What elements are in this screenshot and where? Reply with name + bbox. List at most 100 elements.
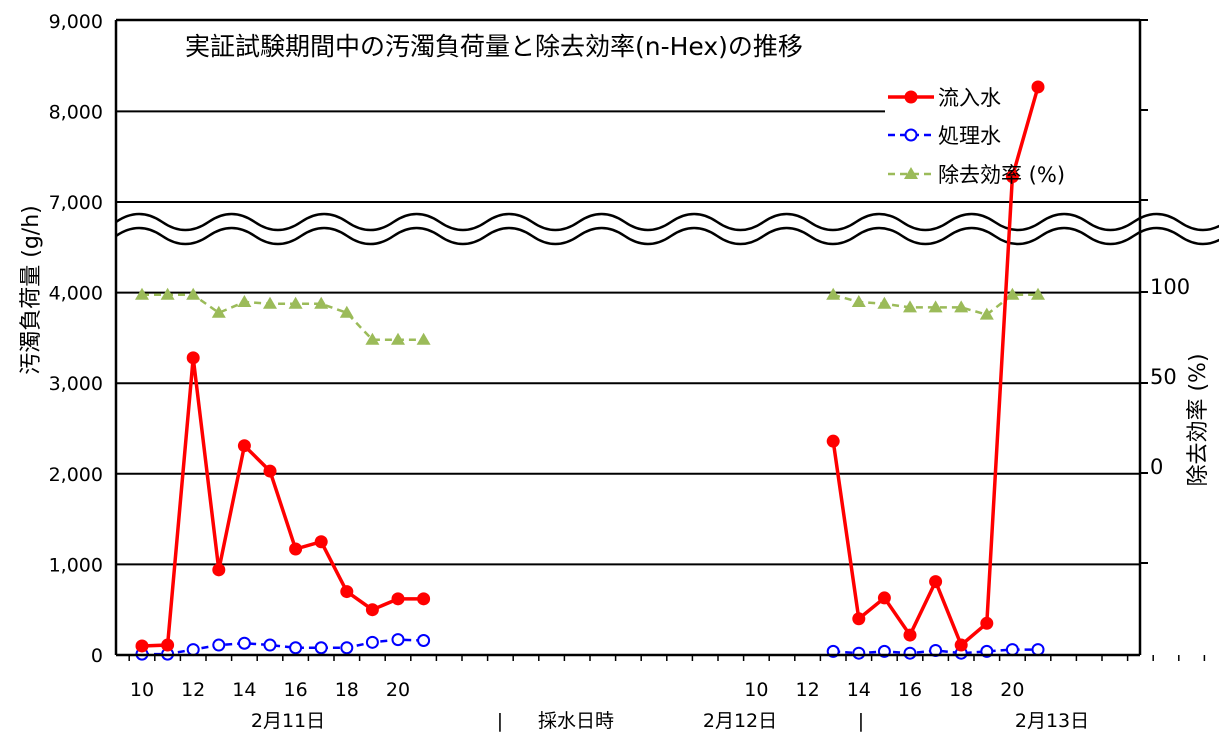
chart-title: 実証試験期間中の汚濁負荷量と除去効率(n-Hex)の推移 xyxy=(185,32,803,61)
data-point xyxy=(877,591,891,605)
series-line xyxy=(141,357,424,648)
data-point xyxy=(186,287,201,300)
data-point xyxy=(391,592,405,606)
data-point xyxy=(929,575,943,589)
axes xyxy=(114,18,1206,661)
data-point xyxy=(365,603,379,617)
gridlines xyxy=(116,110,1140,566)
data-point xyxy=(852,612,866,626)
y2-axis-title: 除去効率 (%) xyxy=(1186,353,1211,486)
data-point xyxy=(263,464,277,478)
x-tick-label: 14 xyxy=(847,679,871,701)
y-tick-label: 7,000 xyxy=(49,192,103,214)
data-point xyxy=(161,638,175,652)
data-point xyxy=(1031,287,1045,300)
data-point xyxy=(314,535,328,549)
x-tick-label: 14 xyxy=(232,679,256,701)
data-point xyxy=(186,643,200,657)
day-separator: | xyxy=(858,710,864,732)
data-point xyxy=(288,296,303,309)
data-point xyxy=(186,351,200,365)
data-point xyxy=(1005,287,1020,300)
data-point xyxy=(1031,643,1045,657)
data-point xyxy=(314,641,328,655)
series-layer xyxy=(135,80,1045,661)
y-tick-label: 3,000 xyxy=(49,373,103,395)
data-point xyxy=(1031,80,1045,94)
y-tick-label: 8,000 xyxy=(49,101,103,123)
axis-break-wave-lower xyxy=(115,226,1219,246)
x-tick-label: 12 xyxy=(796,679,820,701)
data-point xyxy=(877,296,892,309)
day-label: 2月11日 xyxy=(251,710,325,732)
x-tick-label: 20 xyxy=(386,679,410,701)
axis-break-wave xyxy=(100,212,1219,254)
x-tick-label: 20 xyxy=(1000,679,1024,701)
legend-marker xyxy=(904,167,918,179)
y-tick-label: 1,000 xyxy=(49,554,103,576)
data-point xyxy=(417,634,431,648)
data-point xyxy=(391,633,405,647)
data-point xyxy=(212,563,226,577)
day-label: 2月12日 xyxy=(703,710,777,732)
data-point xyxy=(1005,170,1019,184)
legend-label: 除去効率 (%) xyxy=(938,163,1065,187)
x-axis-title: 採水日時 xyxy=(538,710,614,732)
data-point xyxy=(314,296,329,309)
data-point xyxy=(135,639,149,653)
data-point xyxy=(365,332,380,345)
x-tick-label: 16 xyxy=(898,679,922,701)
x-tick-label: 16 xyxy=(284,679,308,701)
legend-marker xyxy=(904,128,918,142)
day-separator: | xyxy=(497,710,503,732)
series-line xyxy=(142,638,424,656)
y-tick-label: 2,000 xyxy=(49,464,103,486)
y-tick-label: 0 xyxy=(91,645,103,667)
x-tick-label: 10 xyxy=(130,679,154,701)
data-point xyxy=(417,592,431,606)
data-point xyxy=(903,628,917,642)
x-tick-label: 18 xyxy=(335,679,359,701)
data-point xyxy=(135,287,149,300)
data-point xyxy=(826,434,840,448)
y-axis-title: 汚濁負荷量 (g/h) xyxy=(19,205,44,374)
data-point xyxy=(340,585,354,599)
data-point xyxy=(1005,643,1019,657)
data-point xyxy=(979,307,994,320)
y2-tick-label: 50 xyxy=(1150,365,1177,389)
series-line xyxy=(142,293,424,342)
data-point xyxy=(928,300,943,313)
data-point xyxy=(289,542,303,556)
legend-marker xyxy=(904,90,918,104)
legend-label: 処理水 xyxy=(938,124,1001,148)
data-point xyxy=(391,332,405,345)
data-point xyxy=(212,638,226,652)
data-point xyxy=(903,300,917,313)
x-tick-label: 18 xyxy=(949,679,973,701)
data-point xyxy=(339,305,354,318)
data-point xyxy=(852,646,866,660)
data-point xyxy=(237,295,252,307)
data-point xyxy=(237,439,251,453)
axis-break-wave-upper xyxy=(115,212,1219,232)
x-tick-label: 10 xyxy=(744,679,768,701)
data-point xyxy=(263,638,277,652)
data-point xyxy=(211,305,226,318)
axis-break-mask xyxy=(100,214,1180,254)
data-point xyxy=(980,616,994,630)
y-tick-label: 9,000 xyxy=(49,11,103,33)
data-point xyxy=(160,287,175,300)
data-point xyxy=(340,641,354,655)
data-point xyxy=(826,287,841,300)
data-point xyxy=(416,332,431,345)
x-tick-label: 12 xyxy=(181,679,205,701)
day-label: 2月13日 xyxy=(1015,710,1089,732)
y-tick-label: 4,000 xyxy=(49,283,103,305)
data-point xyxy=(903,646,917,660)
data-point xyxy=(289,641,303,655)
data-point xyxy=(365,635,379,649)
legend-label: 流入水 xyxy=(938,86,1001,110)
y2-tick-label: 0 xyxy=(1150,455,1163,479)
